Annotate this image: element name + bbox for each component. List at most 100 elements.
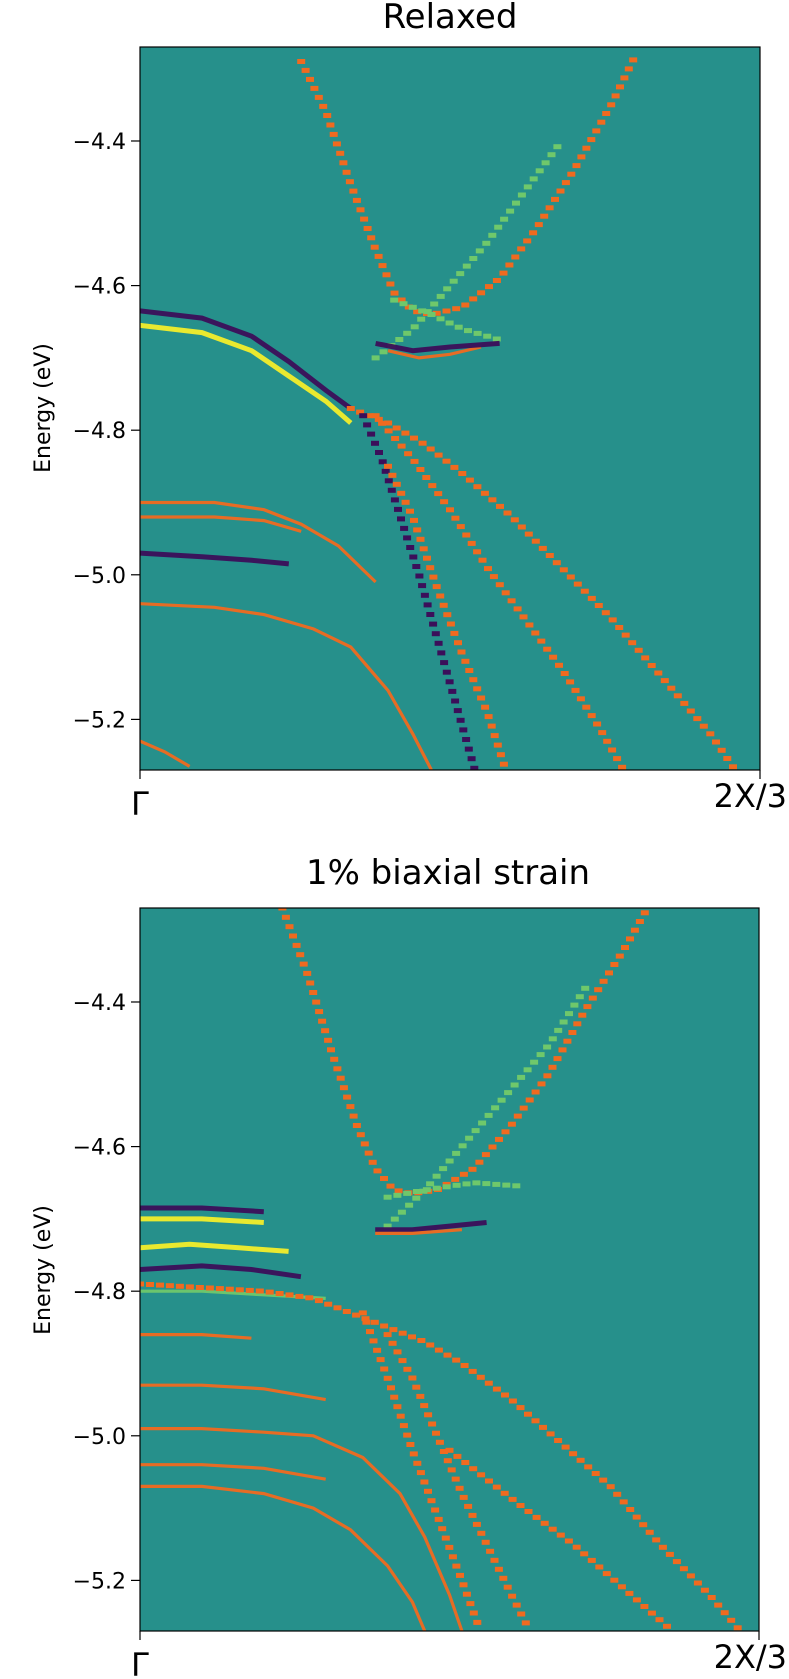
band-dot xyxy=(428,1421,437,1427)
band-dot xyxy=(517,1074,526,1080)
band-dot xyxy=(547,152,556,158)
band-dot xyxy=(524,1509,533,1514)
band-dot xyxy=(680,700,689,706)
band-dot xyxy=(729,764,737,770)
band-dot xyxy=(534,222,543,228)
band-dot xyxy=(413,527,422,533)
band-dot xyxy=(686,1573,695,1579)
band-dot xyxy=(462,532,471,538)
band-dot xyxy=(469,296,478,302)
band-dot xyxy=(327,1047,335,1053)
band-dot xyxy=(572,1544,581,1550)
band-dot xyxy=(156,1282,164,1288)
band-dot xyxy=(537,638,546,644)
band-dot xyxy=(309,990,318,995)
band-dot xyxy=(456,1572,464,1578)
band-dot xyxy=(195,1285,204,1290)
band-dot xyxy=(628,640,637,646)
plot-frame xyxy=(139,46,761,771)
band-dot xyxy=(464,1503,473,1509)
band-dot xyxy=(390,1394,399,1400)
band-dot xyxy=(582,145,591,151)
band-dot xyxy=(505,262,514,268)
band-dot xyxy=(349,188,358,194)
band-dot xyxy=(712,739,720,745)
band-dot xyxy=(485,1478,493,1484)
band-dot xyxy=(426,1342,435,1348)
band-dot xyxy=(673,693,682,699)
band-dot xyxy=(417,1338,426,1343)
band-dot xyxy=(306,76,314,82)
band-dot xyxy=(408,304,417,310)
band-dot xyxy=(568,1030,577,1035)
band-dot xyxy=(508,1398,517,1404)
band-dot xyxy=(733,1625,742,1631)
band-dot xyxy=(401,430,410,436)
band-dot xyxy=(468,1512,477,1518)
band-dot xyxy=(548,1526,557,1532)
band-dot xyxy=(488,1144,497,1150)
band-dot xyxy=(386,1183,395,1189)
band-dot xyxy=(289,933,297,939)
band-dot xyxy=(561,180,570,186)
band-dot xyxy=(611,93,620,99)
band-dot xyxy=(477,695,486,701)
band-dot xyxy=(432,584,441,590)
band-dot xyxy=(495,582,504,588)
band-dot xyxy=(573,581,582,587)
band-dot xyxy=(513,1113,522,1119)
band-dot xyxy=(475,1159,484,1165)
band-dot xyxy=(471,1128,480,1134)
band-dot xyxy=(603,738,612,744)
band-dot xyxy=(512,200,520,206)
band-dot xyxy=(422,475,431,480)
band-dot xyxy=(306,980,315,986)
band-dot xyxy=(445,1158,454,1164)
band-dot xyxy=(577,154,586,160)
band-dot xyxy=(553,1056,562,1062)
band-dot xyxy=(494,1566,503,1572)
band-dot xyxy=(706,731,715,737)
band-dot xyxy=(572,163,581,169)
band-dot xyxy=(632,1514,641,1520)
band-dot xyxy=(437,650,446,656)
band-dot xyxy=(516,1503,525,1508)
band-dot xyxy=(412,1384,421,1390)
band-dot xyxy=(632,1597,641,1603)
band-dot xyxy=(481,1152,490,1158)
band-line xyxy=(140,322,353,425)
band-dot xyxy=(548,1036,557,1042)
band-dot xyxy=(303,970,312,976)
band-dot xyxy=(378,263,387,269)
band-dot xyxy=(378,459,387,465)
band-line xyxy=(140,550,290,567)
band-dot xyxy=(531,1089,540,1095)
band-dot xyxy=(459,1582,468,1588)
band-dot xyxy=(605,970,613,976)
band-dot xyxy=(384,463,392,469)
band-dot xyxy=(453,1453,462,1459)
band-dot xyxy=(339,160,348,166)
band-dot xyxy=(477,1530,486,1536)
band-dot xyxy=(461,658,470,664)
y-axis-ticks: −4.4 −4.6 −4.8 −5.0 −5.2 xyxy=(73,991,140,1594)
x-tick-label-gamma: Γ xyxy=(131,1646,149,1679)
band-dot xyxy=(140,1281,144,1287)
band-dot xyxy=(500,216,509,222)
band-dot xyxy=(451,1176,460,1182)
band-dot xyxy=(314,94,323,100)
band-dot xyxy=(423,555,431,561)
band-dot xyxy=(388,1340,397,1346)
band-dot xyxy=(461,1460,470,1465)
band-dot xyxy=(470,765,479,770)
band-dot xyxy=(423,602,432,608)
band-line xyxy=(140,1216,264,1225)
band-dot xyxy=(478,1120,487,1126)
band-dot xyxy=(484,714,493,720)
band-dot xyxy=(492,278,501,283)
band-line xyxy=(140,1383,326,1402)
band-dot xyxy=(655,1617,664,1623)
band-dot xyxy=(564,1538,573,1544)
band-dot xyxy=(379,349,388,355)
band-dot xyxy=(426,446,435,452)
